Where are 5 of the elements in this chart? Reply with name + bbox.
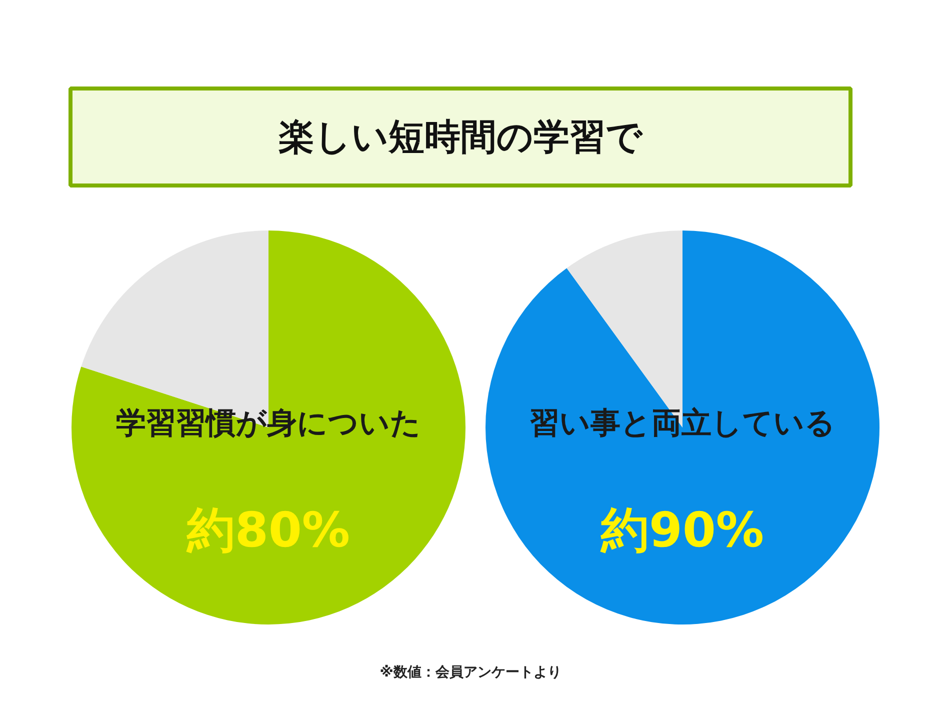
text: ※数値：会員アンケートより: [380, 664, 562, 680]
data-label: 約90%: [600, 502, 764, 558]
chart-title: 楽しい短時間の学習で: [278, 117, 644, 158]
slice-label: 習い事と両立している: [530, 406, 836, 441]
data-label: 約80%: [186, 502, 350, 558]
